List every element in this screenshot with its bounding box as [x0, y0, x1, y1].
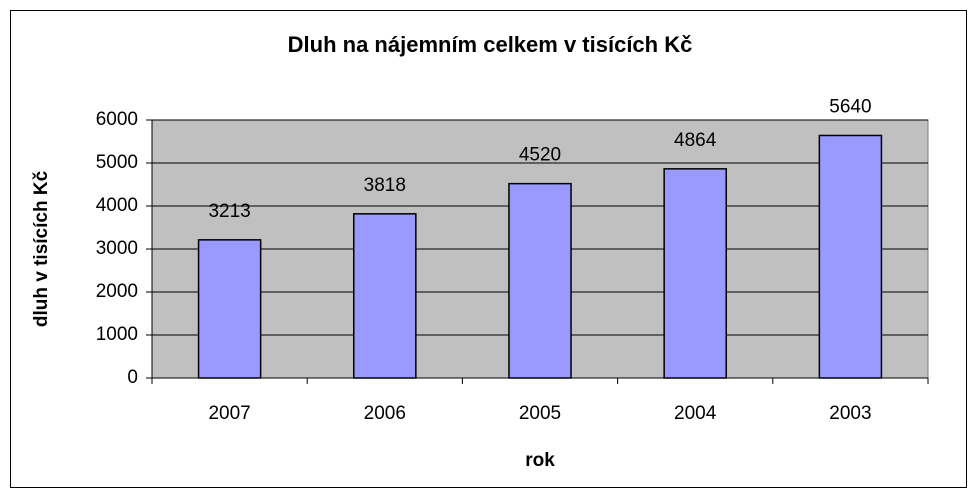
- y-tick-label: 4000: [96, 195, 138, 216]
- data-label: 5640: [829, 96, 871, 117]
- bar: [197, 239, 262, 379]
- x-tick-label: 2007: [208, 403, 250, 424]
- y-tick-label: 0: [127, 367, 138, 388]
- x-tick-label: 2003: [829, 403, 871, 424]
- data-label: 4520: [519, 145, 561, 166]
- y-tick-label: 6000: [96, 109, 138, 130]
- bar: [818, 134, 883, 379]
- bar: [663, 168, 727, 379]
- y-axis-label: dluh v tisících Kč: [31, 170, 52, 327]
- y-tick-label: 3000: [96, 238, 138, 259]
- data-label: 4864: [674, 130, 717, 151]
- y-tick-label: 2000: [96, 281, 138, 302]
- bar: [353, 213, 417, 379]
- x-axis-label: rok: [525, 450, 555, 471]
- y-tick-label: 1000: [96, 324, 138, 345]
- bar: [508, 182, 572, 379]
- data-label: 3213: [208, 201, 250, 222]
- x-tick-label: 2004: [674, 403, 717, 424]
- y-tick-label: 5000: [96, 152, 138, 173]
- data-label: 3818: [364, 175, 406, 196]
- chart-title: Dluh na nájemním celkem v tisících Kč: [288, 32, 693, 57]
- x-tick-label: 2006: [364, 403, 406, 424]
- x-tick-label: 2005: [519, 403, 561, 424]
